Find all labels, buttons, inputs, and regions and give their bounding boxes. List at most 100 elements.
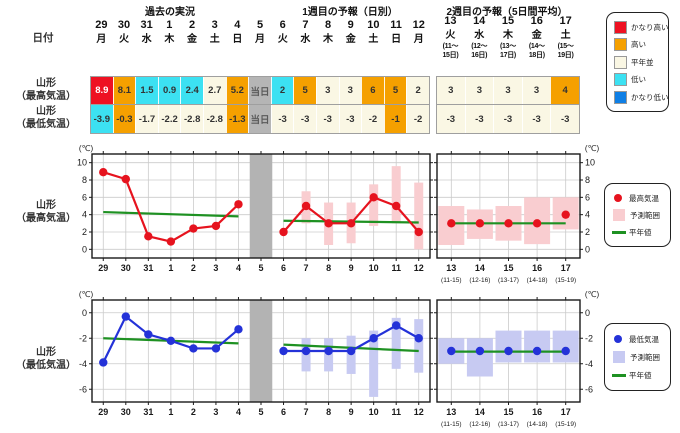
- max-temp-cell: 3: [338, 77, 362, 104]
- x-range-label: (14-18): [527, 277, 548, 284]
- date-column-header: 16 金 (14～ 18日): [522, 14, 551, 60]
- day-number: 4: [234, 19, 241, 31]
- max-temp-cell: 3: [521, 77, 551, 104]
- date-row-label: 日付: [32, 32, 54, 44]
- temp-point: [532, 219, 542, 228]
- legend-label: 平年並: [631, 57, 654, 67]
- section-header-week2-forecast: 2週目の予報（5日間平均）: [446, 7, 568, 18]
- x-tick-label: 10: [369, 407, 379, 417]
- x-tick-label: 14: [475, 263, 485, 273]
- day-number: 10: [367, 19, 380, 31]
- x-tick-label: 3: [213, 407, 218, 417]
- unit-label: (℃): [79, 290, 94, 299]
- forecast-range-band: [391, 166, 401, 224]
- x-tick-label: 2: [191, 407, 196, 417]
- weekday: 木: [164, 34, 175, 45]
- min-temp-cell: -3: [493, 105, 522, 133]
- x-tick-label: 9: [349, 263, 354, 273]
- date-column-header: 30 火: [113, 18, 136, 46]
- max-temp-cell: 2: [406, 77, 429, 104]
- temp-point: [144, 232, 153, 241]
- min-temp-chart: 0 0-2 -2-4 -4-6 -629 30 31 1 2 3 4 5 6 7 8 9 10 11 12 13(11…: [79, 290, 600, 428]
- day-number: 11: [390, 19, 402, 31]
- x-range-label: (11-15): [441, 421, 461, 428]
- date-header-week2: 13 火 (11～ 15日) 14 水 (12～ 16日) 15 木 (13～ 17日) 16 金 (14～…: [436, 14, 580, 60]
- x-tick-label: 11: [391, 407, 401, 417]
- x-tick-label: 1: [168, 263, 173, 273]
- max-temp-cell: 5: [293, 77, 316, 104]
- min-temp-cell: -3: [437, 105, 465, 133]
- day-number: 13: [444, 15, 457, 27]
- x-tick-label: 2: [191, 263, 196, 273]
- mean-period-line1: (13～: [500, 43, 516, 50]
- y-tick-label: -2: [79, 333, 87, 343]
- x-tick-label: 9: [349, 407, 354, 417]
- series-dot-swatch: [614, 194, 622, 202]
- temp-point: [234, 325, 243, 334]
- temp-point: [414, 227, 423, 237]
- min-temp-cell: -1: [383, 105, 407, 133]
- date-column-header: 10 土: [362, 18, 385, 46]
- normal-line-swatch: [612, 373, 626, 377]
- today-band: [249, 300, 273, 402]
- temp-point: [166, 237, 176, 246]
- temp-point: [346, 219, 356, 228]
- temp-point: [121, 312, 130, 321]
- legend-label: 最低気温: [629, 334, 659, 344]
- mean-period-line2: 16日): [471, 52, 488, 59]
- min-temp-cell: -3: [338, 105, 362, 133]
- x-tick-label: 14: [475, 407, 485, 417]
- temp-point: [99, 168, 108, 177]
- x-tick-label: 8: [326, 407, 331, 417]
- temp-point: [279, 346, 288, 356]
- max-temp-cell: 3: [493, 77, 522, 104]
- y-tick-label: 0: [82, 308, 87, 318]
- x-tick-label: 31: [143, 407, 153, 417]
- date-column-header: 14 水 (12～ 16日): [465, 14, 494, 60]
- min-temp-row-block1: -3.9 -0.3 -1.7 -2.2 -2.8 -2.8 -1.3 当日 -3 -3 -3 -3 -2…: [90, 104, 430, 134]
- y-tick-label: 6: [585, 192, 590, 202]
- weekday: 火: [277, 34, 288, 45]
- table-row-label-max-temp: 山形 （最高気温）: [4, 77, 88, 103]
- section-header-week1-forecast: 1週目の予報（日別）: [302, 7, 398, 18]
- max-temp-caption: （最高気温）: [16, 213, 76, 224]
- min-temp-cell: -3: [270, 105, 294, 133]
- mean-period-line1: (11～: [442, 43, 459, 50]
- weekday: 木: [323, 34, 334, 45]
- x-tick-label: 16: [532, 263, 542, 273]
- day-number: 31: [140, 19, 153, 31]
- min-temp-cell: -3: [521, 105, 551, 133]
- series-dot-swatch: [614, 335, 622, 343]
- y-tick-label: 6: [82, 192, 87, 202]
- x-range-label: (12-16): [469, 277, 490, 284]
- forecast-range-band: [524, 330, 551, 363]
- x-tick-label: 7: [304, 263, 309, 273]
- x-range-label: (12-16): [469, 421, 490, 428]
- table-row-label-min-temp: 山形 （最低気温）: [4, 105, 88, 131]
- weekday: 金: [187, 34, 198, 45]
- day-number: 1: [166, 19, 173, 31]
- x-tick-label: 15: [503, 263, 513, 273]
- y-tick-label: -4: [79, 359, 87, 369]
- forecast-range-band: [495, 330, 522, 363]
- min-temp-caption: （最低気温）: [16, 360, 76, 371]
- max-temp-cell: 3: [437, 77, 465, 104]
- station-name: 山形: [36, 106, 56, 117]
- forecast-range-swatch: [613, 209, 625, 221]
- legend-item: かなり高い: [614, 20, 669, 34]
- x-tick-label: 4: [236, 407, 241, 417]
- max-chart-legend: 最高気温 予測範囲 平年値: [604, 183, 671, 247]
- x-tick-label: 4: [236, 263, 241, 273]
- temp-point: [447, 346, 456, 356]
- x-tick-label: 6: [281, 263, 286, 273]
- day-number: 30: [117, 19, 131, 31]
- forecast-range-band: [466, 338, 493, 377]
- max-temp-cell: 0.9: [157, 77, 181, 104]
- forecast-range-band: [369, 330, 379, 397]
- station-name: 山形: [36, 347, 56, 358]
- y-tick-label: -2: [585, 333, 593, 343]
- weekday: 水: [300, 34, 311, 45]
- min-temp-caption: （最低気温）: [16, 119, 76, 130]
